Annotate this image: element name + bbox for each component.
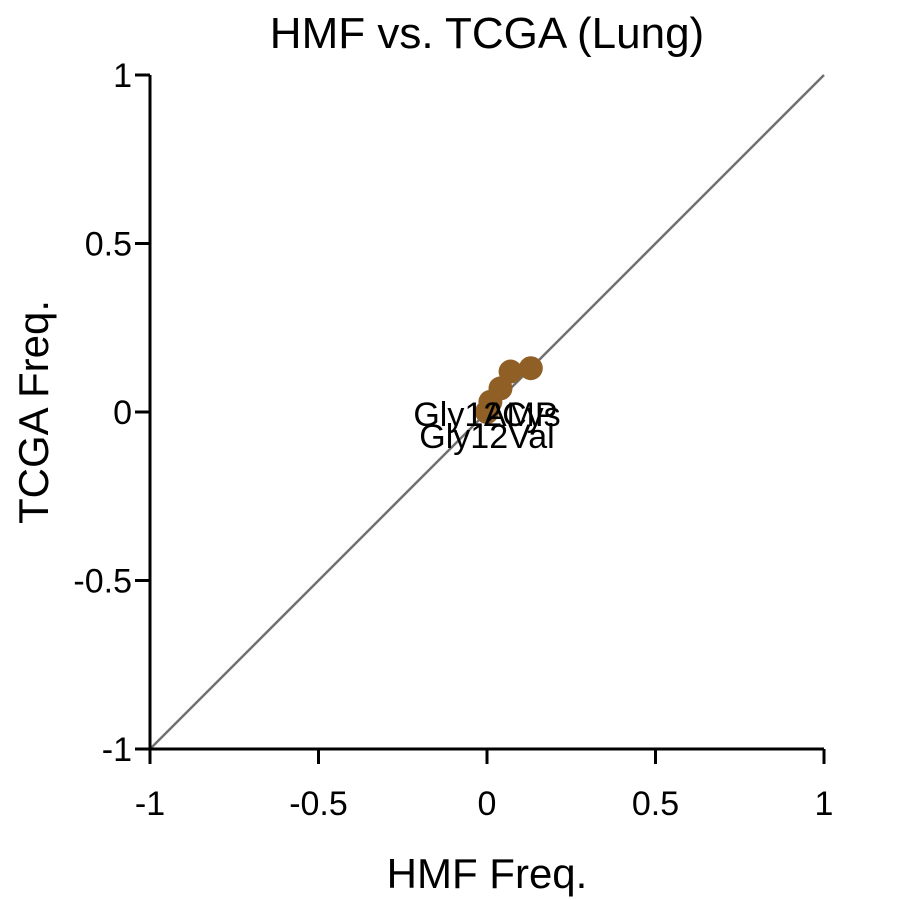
y-tick-label: -0.5 <box>73 563 132 601</box>
x-tick-label: 0 <box>478 785 497 823</box>
point-label: Gly12Cys <box>413 396 560 434</box>
y-tick-label: -1 <box>102 731 132 769</box>
y-tick-label: 0 <box>113 394 132 432</box>
x-tick-label: -1 <box>135 785 165 823</box>
x-axis-label: HMF Freq. <box>387 850 588 897</box>
y-axis-label: TCGA Freq. <box>10 300 57 524</box>
x-tick-label: 1 <box>815 785 834 823</box>
point-label: AMP <box>484 396 558 434</box>
y-tick-label: 0.5 <box>85 226 132 264</box>
data-point <box>475 400 499 424</box>
y-tick-label: 1 <box>113 57 132 95</box>
point-label: Gly12Val <box>419 418 554 456</box>
x-tick-label: 0.5 <box>632 785 679 823</box>
plot-area: -1 -0.5 0 0.5 1 -1 -0.5 0 0.5 1 Gly12CysAMPGly12Va… <box>73 57 833 823</box>
x-tick-label: -0.5 <box>289 785 348 823</box>
chart-title: HMF vs. TCGA (Lung) <box>270 9 704 58</box>
data-point <box>518 356 543 381</box>
